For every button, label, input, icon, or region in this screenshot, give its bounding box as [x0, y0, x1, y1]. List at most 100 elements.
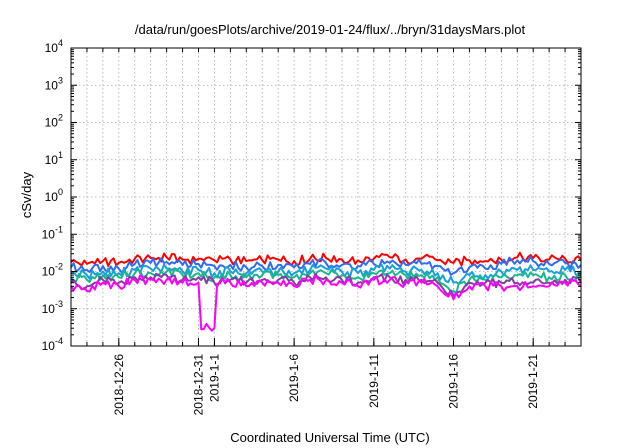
series-point — [452, 282, 455, 284]
series-point — [357, 272, 359, 274]
series-point — [421, 263, 423, 265]
series-point — [516, 282, 518, 284]
series-point — [421, 274, 423, 276]
series-point — [389, 272, 391, 274]
series-point — [150, 262, 152, 264]
series-point — [405, 274, 407, 276]
series-point — [277, 270, 279, 273]
series-point — [102, 282, 104, 284]
y-tick-label: 103 — [45, 75, 63, 92]
series-point — [564, 274, 566, 276]
series-point — [229, 264, 231, 266]
series-point — [197, 263, 200, 265]
series-point — [373, 276, 375, 278]
series-point — [102, 279, 104, 281]
series-point — [134, 276, 136, 278]
series-point — [437, 272, 439, 274]
series-point — [484, 260, 486, 262]
series-point — [118, 272, 120, 274]
series-point — [134, 272, 136, 274]
series-point — [437, 276, 439, 278]
series-point — [468, 259, 470, 261]
series-point — [245, 276, 247, 278]
y-tick-label: 102 — [45, 113, 63, 130]
series-point — [261, 259, 263, 261]
series-point — [548, 285, 550, 287]
series-point — [309, 263, 311, 265]
series-point — [564, 282, 566, 284]
y-tick-label: 10-4 — [42, 336, 63, 353]
series-point — [134, 269, 136, 271]
series-point — [229, 270, 231, 273]
series-point — [293, 260, 295, 262]
series-point — [293, 266, 295, 268]
series-point — [500, 270, 502, 273]
series-point — [197, 272, 200, 274]
series-point — [373, 263, 375, 265]
series-point — [166, 261, 168, 263]
series-layer — [70, 251, 582, 332]
series-point — [245, 266, 247, 268]
series-point — [86, 263, 88, 265]
series-point — [325, 279, 327, 281]
series-point — [182, 282, 184, 284]
series-point — [325, 276, 327, 278]
series-point — [532, 274, 534, 276]
series-point — [357, 282, 359, 284]
series-point — [86, 285, 88, 287]
series-point — [166, 268, 168, 270]
series-point — [166, 279, 168, 281]
series-point — [500, 282, 502, 284]
series-point — [468, 266, 470, 268]
series-point — [548, 263, 550, 265]
series-point — [325, 257, 327, 259]
series-point — [516, 256, 518, 258]
series-point — [405, 264, 407, 266]
series-point — [309, 272, 311, 274]
series-point — [421, 258, 423, 260]
series-point — [118, 285, 120, 287]
y-axis-label: cSv/day — [19, 171, 34, 218]
series-point — [277, 264, 279, 266]
series-point — [134, 263, 136, 265]
series-point — [357, 276, 359, 278]
series-point — [134, 279, 136, 281]
series-point — [150, 272, 152, 274]
series-point — [564, 258, 566, 260]
series-point — [564, 279, 566, 281]
series-point — [245, 260, 247, 262]
series-point — [468, 282, 470, 284]
series-point — [261, 279, 263, 281]
series-point — [437, 285, 439, 287]
series-point — [213, 282, 215, 284]
series-point — [500, 276, 502, 278]
x-tick-label: 2018-12-31 — [192, 354, 206, 416]
series-point — [261, 274, 263, 276]
x-tick-label: 2019-1-11 — [367, 354, 381, 408]
series-point — [500, 258, 502, 261]
series-point — [213, 265, 215, 267]
series-point — [452, 290, 455, 292]
series-point — [213, 327, 215, 329]
series-point — [102, 274, 104, 276]
series-point — [357, 265, 359, 267]
series-point — [293, 285, 295, 287]
series-point — [182, 258, 184, 261]
series-point — [341, 274, 343, 276]
series-point — [293, 282, 295, 284]
series-point — [86, 274, 88, 276]
series-point — [468, 285, 470, 287]
series-point — [437, 265, 439, 267]
series-point — [118, 282, 120, 284]
series-point — [421, 279, 423, 281]
series-point — [118, 262, 120, 264]
series-point — [357, 259, 359, 261]
series-point — [229, 279, 231, 281]
series-point — [405, 282, 407, 284]
series-point — [452, 298, 455, 300]
series-point — [484, 279, 486, 281]
series-point — [197, 269, 200, 271]
series-point — [86, 290, 88, 292]
series-point — [548, 258, 550, 261]
